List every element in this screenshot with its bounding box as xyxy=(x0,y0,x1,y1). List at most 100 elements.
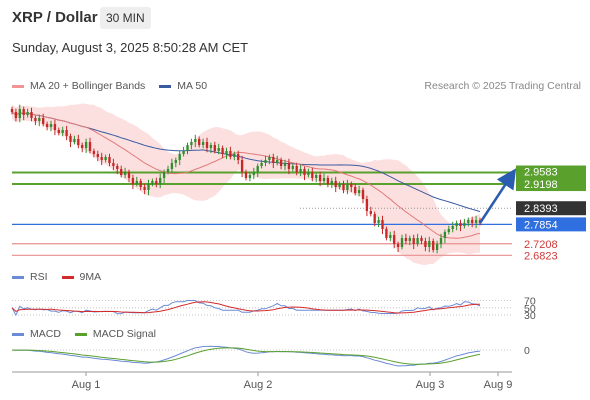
candle-body xyxy=(96,154,99,157)
candle-body xyxy=(69,136,72,142)
candle-body xyxy=(120,169,123,175)
candle-body xyxy=(268,157,271,160)
legend-swatch xyxy=(12,275,24,279)
candle-body xyxy=(92,151,96,154)
candle-body xyxy=(303,169,306,175)
legend-item-rsi: RSI xyxy=(12,271,48,283)
legend-label: 9MA xyxy=(79,271,102,283)
candle-body xyxy=(354,187,357,193)
bollinger-band xyxy=(12,103,480,266)
candle-body xyxy=(201,142,205,145)
candle-body xyxy=(14,112,18,118)
candle-body xyxy=(334,181,337,187)
candle-body xyxy=(447,229,450,232)
legend-label: MACD xyxy=(30,328,61,340)
candle-body xyxy=(443,232,447,238)
candle-body xyxy=(155,181,158,184)
rsi-tick-label: 70 xyxy=(524,296,536,308)
candle-body xyxy=(400,238,404,247)
macd-tick-label: 0 xyxy=(524,345,530,357)
pair-title: XRP / Dollar xyxy=(12,9,98,26)
candle-body xyxy=(244,172,248,178)
candle-body xyxy=(123,172,127,175)
candle-body xyxy=(435,244,439,250)
legend-swatch xyxy=(159,84,172,88)
candle-body xyxy=(170,163,174,169)
legend-item-9ma: 9MA xyxy=(61,271,102,283)
candle-body xyxy=(369,211,372,214)
candle-body xyxy=(260,163,263,166)
candle-body xyxy=(467,220,470,223)
ma20-line xyxy=(11,111,481,239)
legend-swatch xyxy=(61,275,74,279)
legend-label: MACD Signal xyxy=(92,328,156,340)
candle-body xyxy=(283,163,287,166)
candle-body xyxy=(108,157,111,163)
candle-body xyxy=(365,199,369,211)
candle-body xyxy=(213,145,216,151)
level-badge-current xyxy=(516,201,586,216)
candle-body xyxy=(428,241,431,247)
candle-body xyxy=(404,238,408,241)
candle-body xyxy=(248,175,252,178)
rsi-legend: RSI 9MA xyxy=(12,271,115,283)
candle-body xyxy=(229,151,232,157)
candle-body xyxy=(311,172,314,178)
candle-body xyxy=(315,175,318,178)
candle-body xyxy=(77,139,80,145)
level-label-support: 2.7208 xyxy=(524,239,558,251)
candle-body xyxy=(194,139,197,142)
candle-body xyxy=(88,142,92,151)
legend-label: RSI xyxy=(30,271,48,283)
macd-line xyxy=(11,345,481,367)
candle-body xyxy=(18,109,21,118)
x-tick-label: Aug 9 xyxy=(484,379,513,391)
candle-body xyxy=(127,172,131,178)
candle-body xyxy=(299,169,302,172)
candle-body xyxy=(221,148,224,154)
candle-body xyxy=(474,220,478,223)
legend-label: MA 20 + Bollinger Bands xyxy=(30,80,146,92)
candle-body xyxy=(225,151,228,154)
rsi-tick-label: 30 xyxy=(524,310,536,322)
candle-body xyxy=(65,130,68,136)
candle-body xyxy=(100,157,103,160)
price-legend: MA 20 + Bollinger Bands MA 50 xyxy=(12,80,221,92)
candle-body xyxy=(416,238,419,244)
candle-body xyxy=(276,160,279,163)
candle-body xyxy=(151,181,154,184)
candle-body xyxy=(279,160,283,166)
candle-body xyxy=(26,112,29,115)
candle-body xyxy=(84,142,88,148)
candle-body xyxy=(34,118,37,121)
candle-body xyxy=(451,226,454,229)
candle-body xyxy=(326,178,330,184)
candle-body xyxy=(408,238,411,241)
candle-body xyxy=(182,151,185,154)
rsi-tick-label: 50 xyxy=(524,303,536,315)
candle-body xyxy=(178,154,181,160)
chart-datetime: Sunday, August 3, 2025 8:50:28 AM CET xyxy=(12,40,249,55)
candle-body xyxy=(53,124,57,130)
timeframe-badge[interactable]: 30 MIN xyxy=(100,7,151,29)
legend-label: MA 50 xyxy=(177,80,208,92)
candle-body xyxy=(61,130,64,133)
level-badge-pivot xyxy=(516,217,586,232)
candle-body xyxy=(143,187,146,190)
candle-body xyxy=(252,172,255,175)
candle-body xyxy=(30,112,33,118)
candle-body xyxy=(104,157,107,160)
legend-item-macd: MACD xyxy=(12,328,61,340)
level-label-current: 2.8393 xyxy=(524,203,558,215)
candle-body xyxy=(350,184,353,187)
legend-item-macd-signal: MACD Signal xyxy=(74,328,156,340)
candle-body xyxy=(42,118,45,124)
candle-body xyxy=(198,139,201,145)
level-label-support: 2.6823 xyxy=(524,250,558,262)
candle-body xyxy=(295,166,298,172)
rsi-9ma-line xyxy=(11,301,480,314)
x-tick-label: Aug 3 xyxy=(416,379,445,391)
candle-body xyxy=(357,190,361,193)
ma50-line xyxy=(11,111,481,213)
